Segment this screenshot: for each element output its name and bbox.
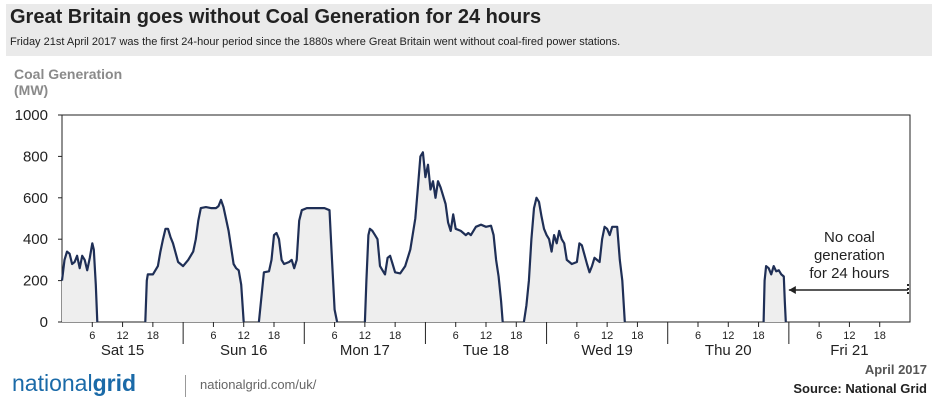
- series-area-segment: [523, 197, 625, 322]
- chart-title: Great Britain goes without Coal Generati…: [10, 6, 542, 28]
- hour-tick-label: 12: [843, 330, 855, 342]
- series-line-segment: [257, 207, 339, 323]
- day-label: Wed 19: [581, 342, 632, 359]
- y-axis-label-line2: (MW): [14, 82, 49, 98]
- y-tick-label: 800: [23, 148, 48, 165]
- hour-tick-label: 6: [89, 330, 95, 342]
- day-label: Sun 16: [220, 342, 268, 359]
- hour-tick-label: 18: [874, 330, 886, 342]
- day-label: Thu 20: [705, 342, 752, 359]
- national-grid-logo[interactable]: nationalgrid: [12, 370, 136, 397]
- hour-tick-label: 6: [816, 330, 822, 342]
- y-tick-label: 200: [23, 273, 48, 290]
- hour-tick-label: 6: [453, 330, 459, 342]
- y-tick-label: 400: [23, 231, 48, 248]
- day-label: Tue 18: [463, 342, 509, 359]
- hour-tick-label: 18: [147, 330, 159, 342]
- y-tick-label: 600: [23, 190, 48, 207]
- series-line-segment: [144, 198, 245, 323]
- y-tick-label: 1000: [15, 107, 48, 124]
- series-area-segment: [364, 152, 503, 322]
- hour-tick-label: 12: [359, 330, 371, 342]
- series-area-segment: [763, 266, 786, 322]
- logo-bold-text: grid: [92, 370, 137, 396]
- hour-tick-label: 6: [574, 330, 580, 342]
- footer-divider: [185, 375, 186, 397]
- annotation-arrow-head-left: [788, 286, 796, 294]
- hour-tick-label: 6: [695, 330, 701, 342]
- hour-tick-label: 18: [631, 330, 643, 342]
- chart-subtitle: Friday 21st April 2017 was the first 24-…: [10, 36, 621, 48]
- title-banner: [6, 4, 932, 56]
- website-link[interactable]: nationalgrid.com/uk/: [200, 377, 317, 392]
- annotation-text-line: for 24 hours: [809, 265, 889, 282]
- y-tick-label: 0: [40, 314, 48, 331]
- series-area-segment: [258, 208, 338, 322]
- series-line-segment: [363, 151, 504, 323]
- hour-tick-label: 18: [510, 330, 522, 342]
- hour-tick-label: 18: [268, 330, 280, 342]
- y-axis-label-line1: Coal Generation: [14, 66, 123, 82]
- series-area-segment: [145, 199, 244, 322]
- hour-tick-label: 6: [332, 330, 338, 342]
- hour-tick-label: 12: [238, 330, 250, 342]
- publication-date: April 2017: [864, 362, 927, 377]
- series-line-segment: [60, 242, 99, 323]
- series-line-segment: [762, 265, 787, 323]
- day-label: Fri 21: [830, 342, 868, 359]
- annotation-text-line: No coal: [824, 229, 875, 246]
- hour-tick-label: 18: [752, 330, 764, 342]
- annotation-text-line: generation: [814, 247, 885, 264]
- source-note: Source: National Grid: [793, 381, 927, 396]
- logo-light-text: national: [12, 370, 93, 396]
- hour-tick-label: 6: [210, 330, 216, 342]
- hour-tick-label: 12: [722, 330, 734, 342]
- hour-tick-label: 12: [480, 330, 492, 342]
- day-label: Mon 17: [340, 342, 390, 359]
- hour-tick-label: 12: [601, 330, 613, 342]
- day-label: Sat 15: [101, 342, 144, 359]
- hour-tick-label: 18: [389, 330, 401, 342]
- series-line-segment: [522, 196, 626, 323]
- y-axis-label: Coal Generation (MW): [14, 66, 122, 98]
- hour-tick-label: 12: [116, 330, 128, 342]
